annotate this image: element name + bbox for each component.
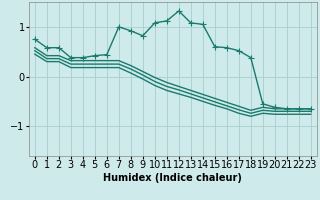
X-axis label: Humidex (Indice chaleur): Humidex (Indice chaleur) [103, 173, 242, 183]
